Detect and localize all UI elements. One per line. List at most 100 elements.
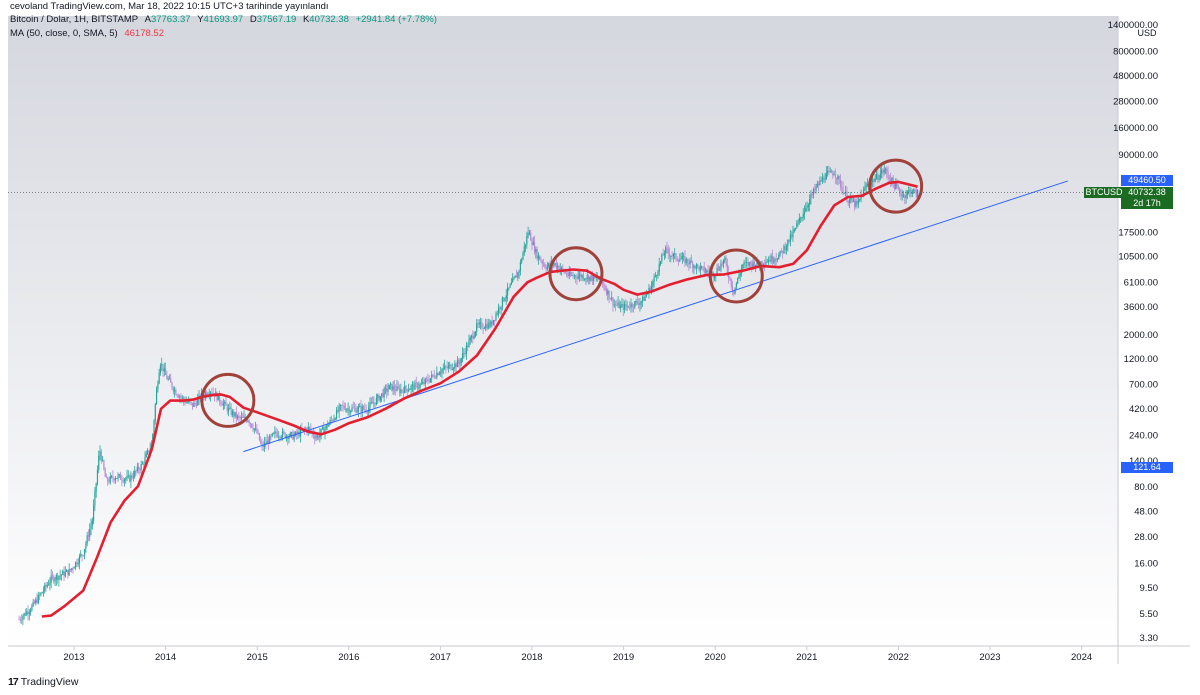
footer-brand[interactable]: 17 TradingView (8, 676, 78, 688)
candle-body (783, 246, 785, 253)
candle-body (333, 418, 335, 421)
candle-body (185, 402, 187, 403)
candle-body (881, 170, 883, 174)
candle-body (629, 307, 631, 309)
candle-body (789, 234, 791, 242)
candle-body (368, 407, 370, 413)
candle-body (695, 264, 698, 269)
candle-body (191, 402, 194, 407)
candle-body (436, 372, 438, 378)
candle-body (62, 571, 64, 575)
candle-body (830, 170, 833, 173)
candle-body (477, 323, 479, 325)
candle-body (102, 460, 104, 462)
price-tick-label: 160000.00 (1113, 123, 1158, 134)
candle-body (66, 570, 68, 572)
candle-body (614, 304, 617, 306)
candle-body (112, 476, 114, 479)
candle-body (48, 584, 50, 586)
candle-body (168, 378, 171, 380)
candle-body (533, 242, 536, 253)
candle-body (735, 283, 737, 288)
price-scale[interactable]: 1400000.00 800000.00 480000.00 280000.00 160… (1108, 20, 1158, 644)
candle-body (596, 277, 599, 280)
ma-legend[interactable]: MA (50, close, 0, SMA, 5) 46178.52 (10, 28, 164, 39)
candle-body (644, 295, 646, 301)
close-label: K (302, 14, 310, 25)
candle-body (254, 428, 257, 430)
open-value: 37763.37 (150, 14, 191, 25)
candle-body (167, 378, 169, 380)
candle-body (866, 183, 869, 186)
candle-body (449, 364, 451, 366)
candle-body (383, 388, 385, 398)
candle-body (441, 369, 443, 373)
candle-body (706, 270, 708, 273)
candle-body (32, 601, 34, 606)
candle-body (590, 275, 592, 277)
candle-body (656, 275, 658, 277)
candle-body (917, 189, 919, 197)
candle-body (782, 250, 784, 253)
candle-body (860, 196, 862, 199)
candle-body (522, 253, 524, 260)
candle-body (424, 379, 426, 385)
candle-body (339, 404, 342, 407)
candle-body (294, 432, 297, 436)
candle-body (836, 177, 838, 180)
currency-label: USD (1137, 28, 1157, 38)
candle-body (888, 176, 890, 179)
candle-body (445, 366, 447, 368)
candle-body (681, 256, 683, 259)
candle-body (905, 195, 907, 199)
candle-body (325, 424, 327, 429)
candle-body (89, 529, 91, 537)
candle-body (365, 409, 367, 412)
candle-body (518, 270, 520, 273)
price-tick-label: 17500.00 (1118, 227, 1158, 238)
candle-body (807, 204, 809, 207)
candle-body (60, 574, 63, 576)
candle-body (643, 296, 645, 301)
candle-body (164, 368, 167, 375)
candle-body (104, 469, 106, 477)
candle-body (433, 375, 435, 378)
candle-body (873, 179, 875, 182)
candle-body (317, 435, 320, 438)
candle-body (432, 374, 434, 376)
candle-body (494, 319, 496, 321)
candle-body (384, 388, 387, 389)
candle-body (415, 382, 417, 384)
candle-body (621, 303, 623, 305)
candle-body (842, 187, 844, 194)
candle-body (879, 173, 881, 179)
candle-body (107, 477, 109, 482)
candle-body (252, 427, 254, 430)
candle-body (855, 201, 857, 207)
candle-body (890, 178, 892, 183)
candle-body (591, 275, 593, 281)
candle-body (834, 174, 836, 178)
candle-body (796, 223, 798, 228)
time-tick-label: 2015 (247, 652, 268, 663)
candle-body (914, 189, 916, 191)
candle-body (737, 278, 739, 284)
candle-body (751, 263, 753, 268)
candle-body (373, 402, 375, 404)
time-scale[interactable]: 2013 2014 2015 2016 2017 2018 2019 2020 2021 2022… (63, 646, 1092, 663)
candle-body (652, 281, 654, 287)
candle-body (49, 582, 51, 585)
candle-body (356, 410, 358, 413)
candle-body (141, 463, 144, 465)
candle-body (776, 259, 779, 260)
candle-body (69, 568, 72, 571)
candle-body (897, 187, 899, 189)
candle-body (337, 409, 339, 412)
candle-body (464, 353, 466, 355)
price-tick-label: 420.00 (1129, 404, 1158, 415)
candle-body (91, 520, 93, 525)
candle-body (465, 345, 468, 355)
candle-body (77, 563, 79, 565)
candle-body (422, 382, 424, 384)
